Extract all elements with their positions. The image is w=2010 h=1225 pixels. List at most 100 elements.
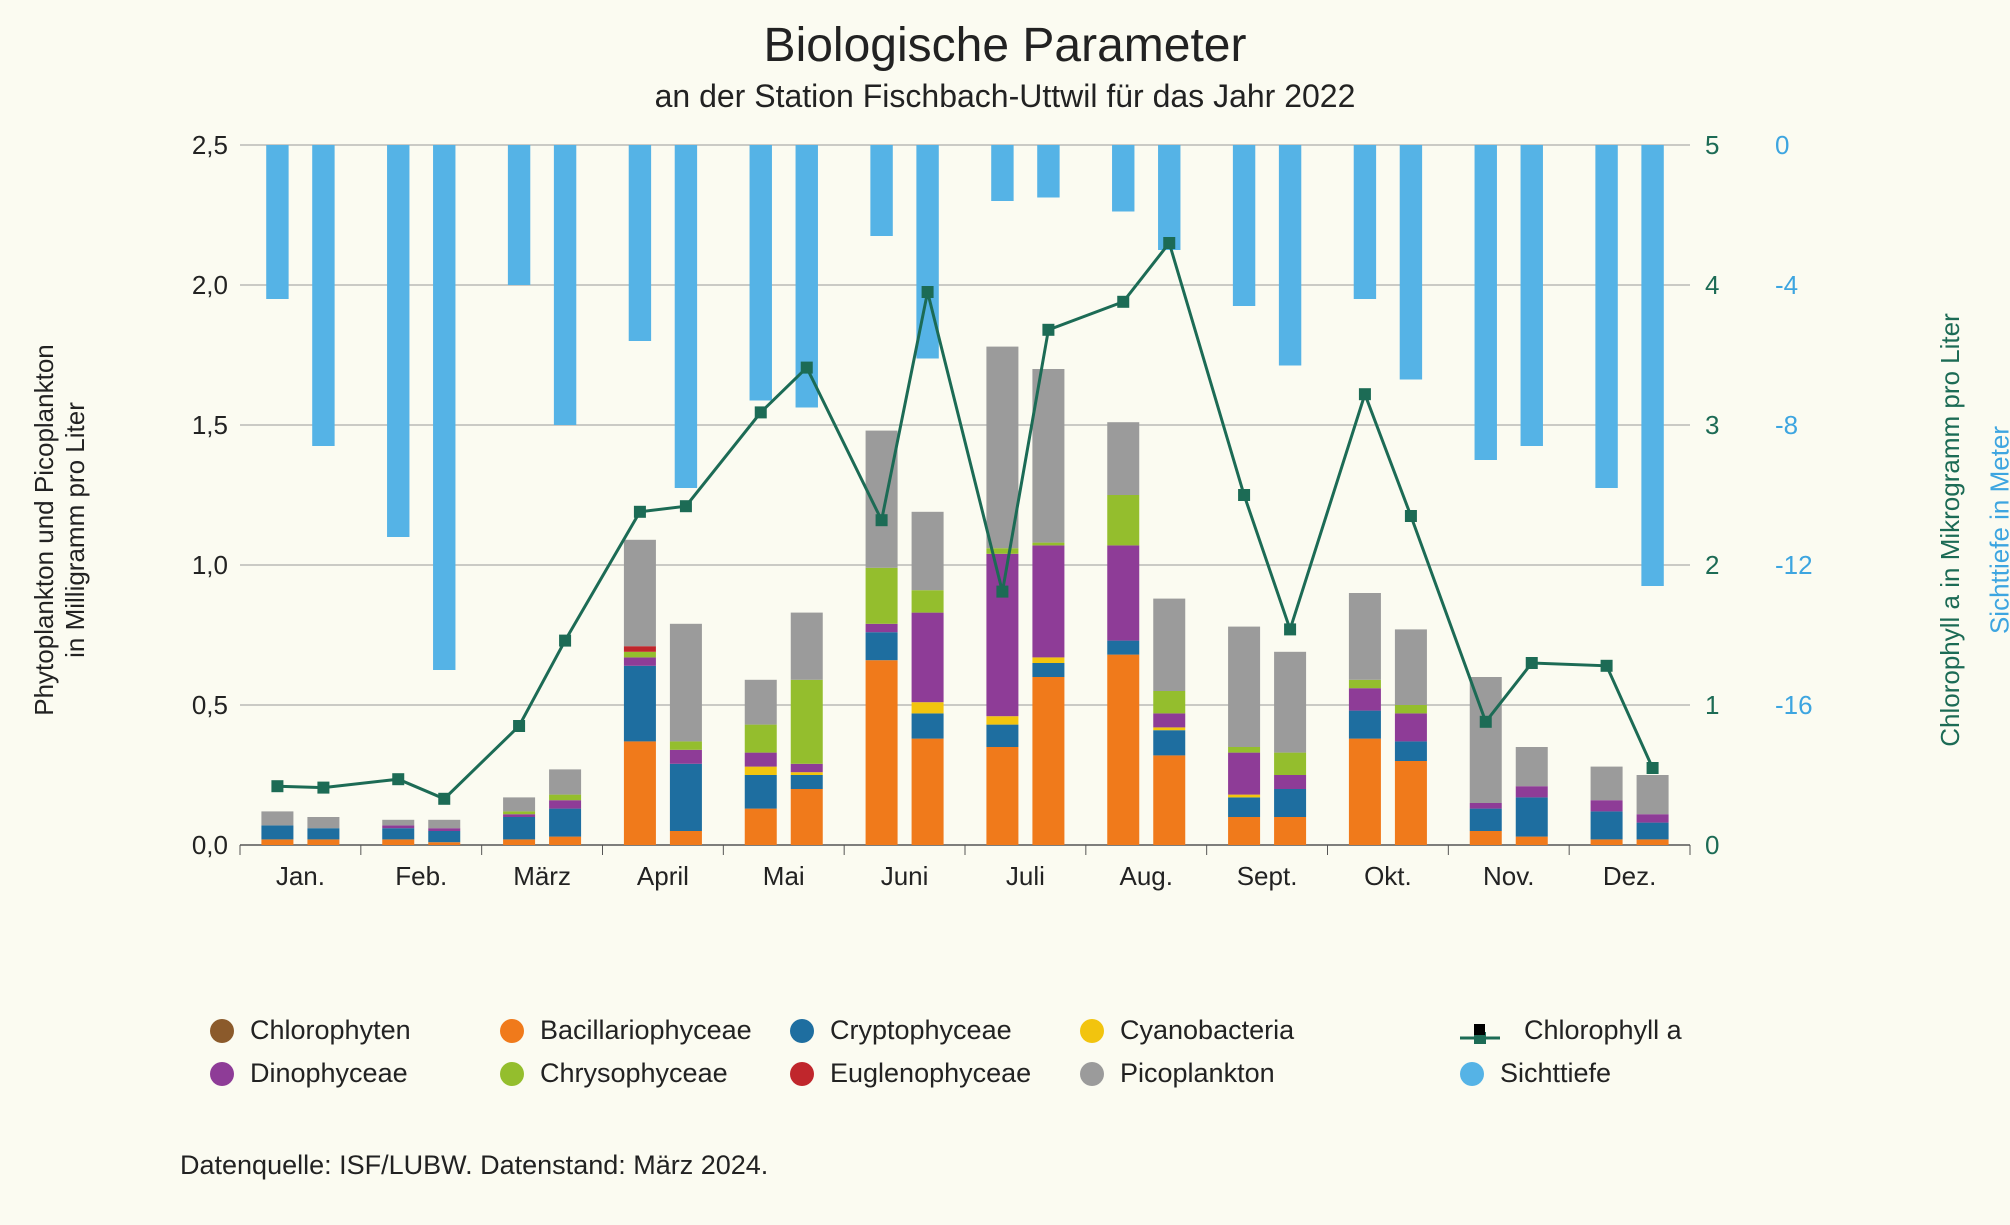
stacked-segment <box>503 839 535 845</box>
legend-label: Sichttiefe <box>1500 1058 1611 1089</box>
chart-svg: 0,00,51,01,52,02,5012345-16-12-8-40Jan.F… <box>180 145 1820 925</box>
stacked-segment <box>1516 786 1548 797</box>
stacked-segment <box>866 632 898 660</box>
xtick-label: März <box>513 861 571 891</box>
stacked-segment <box>912 713 944 738</box>
legend-item-chlorophyten: Chlorophyten <box>210 1015 500 1046</box>
legend-swatch <box>500 1019 524 1043</box>
stacked-segment <box>791 680 823 764</box>
stacked-segment <box>503 814 535 817</box>
xtick-label: Dez. <box>1603 861 1656 891</box>
stacked-segment <box>549 769 581 794</box>
stacked-segment <box>261 811 293 825</box>
stacked-segment <box>912 590 944 612</box>
chart-area: 0,00,51,01,52,02,5012345-16-12-8-40Jan.F… <box>180 145 1820 925</box>
stacked-segment <box>912 739 944 845</box>
stacked-segment <box>503 797 535 811</box>
legend-swatch <box>1080 1062 1104 1086</box>
stacked-segment <box>1228 817 1260 845</box>
stacked-segment <box>624 657 656 665</box>
stacked-segment <box>745 775 777 809</box>
stacked-segment <box>670 831 702 845</box>
legend-item-dinophyceae: Dinophyceae <box>210 1058 500 1089</box>
legend-item-euglenophyceae: Euglenophyceae <box>790 1058 1080 1089</box>
stacked-segment <box>912 512 944 590</box>
stacked-segment <box>1349 739 1381 845</box>
ytick-left-label: 0,0 <box>192 830 228 860</box>
stacked-segment <box>1032 545 1064 657</box>
stacked-segment <box>549 800 581 808</box>
stacked-segment <box>1274 652 1306 753</box>
stacked-segment <box>1637 775 1669 814</box>
stacked-segment <box>791 772 823 775</box>
stacked-segment <box>745 680 777 725</box>
chlorophyll-marker <box>876 514 888 526</box>
chlorophyll-marker <box>559 635 571 647</box>
chlorophyll-marker <box>1405 510 1417 522</box>
stacked-segment <box>428 842 460 845</box>
stacked-segment <box>1516 837 1548 845</box>
stacked-segment <box>307 839 339 845</box>
legend: ChlorophytenBacillariophyceaeCryptophyce… <box>210 1015 1850 1101</box>
xtick-label: Mai <box>763 861 805 891</box>
page: Biologische Parameter an der Station Fis… <box>0 0 2010 1225</box>
ytick-right1-label: 3 <box>1705 410 1719 440</box>
stacked-segment <box>1470 809 1502 831</box>
xtick-label: Juli <box>1006 861 1045 891</box>
stacked-segment <box>307 828 339 839</box>
stacked-segment <box>1349 711 1381 739</box>
sichttiefe-bar <box>387 145 409 537</box>
sichttiefe-bar <box>1475 145 1497 460</box>
sichttiefe-bar <box>1595 145 1617 488</box>
stacked-segment <box>1228 797 1260 817</box>
stacked-segment <box>624 652 656 658</box>
stacked-segment <box>986 747 1018 845</box>
stacked-segment <box>428 831 460 842</box>
legend-label: Cyanobacteria <box>1120 1015 1294 1046</box>
sichttiefe-bar <box>1233 145 1255 306</box>
stacked-segment <box>1153 691 1185 713</box>
chlorophyll-line <box>277 243 1652 799</box>
ytick-left-label: 1,0 <box>192 550 228 580</box>
chart-subtitle: an der Station Fischbach-Uttwil für das … <box>0 78 2010 115</box>
stacked-segment <box>549 795 581 801</box>
stacked-segment <box>1107 655 1139 845</box>
chlorophyll-marker <box>392 773 404 785</box>
stacked-segment <box>624 646 656 652</box>
stacked-segment <box>1516 797 1548 836</box>
legend-swatch <box>790 1062 814 1086</box>
stacked-segment <box>1032 657 1064 663</box>
stacked-segment <box>624 741 656 845</box>
ytick-left-label: 0,5 <box>192 690 228 720</box>
stacked-segment <box>1637 823 1669 840</box>
stacked-segment <box>1107 495 1139 545</box>
chlorophyll-marker <box>1526 657 1538 669</box>
stacked-segment <box>986 716 1018 724</box>
stacked-segment <box>866 568 898 624</box>
stacked-segment <box>866 624 898 632</box>
stacked-segment <box>1153 755 1185 845</box>
legend-row-1: ChlorophytenBacillariophyceaeCryptophyce… <box>210 1015 1850 1046</box>
chlorophyll-marker <box>634 506 646 518</box>
stacked-segment <box>1228 795 1260 798</box>
stacked-segment <box>1395 761 1427 845</box>
chlorophyll-marker <box>438 793 450 805</box>
stacked-segment <box>745 725 777 753</box>
stacked-segment <box>1470 831 1502 845</box>
stacked-segment <box>986 725 1018 747</box>
stacked-segment <box>745 753 777 767</box>
ytick-right2-label: 0 <box>1775 130 1789 160</box>
ytick-right1-label: 5 <box>1705 130 1719 160</box>
chlorophyll-marker <box>1117 296 1129 308</box>
stacked-segment <box>745 767 777 775</box>
sichttiefe-bar <box>1354 145 1376 299</box>
sichttiefe-bar <box>554 145 576 425</box>
legend-item-bacillariophyceae: Bacillariophyceae <box>500 1015 790 1046</box>
stacked-segment <box>670 750 702 764</box>
stacked-segment <box>1395 741 1427 761</box>
sichttiefe-bar <box>312 145 334 446</box>
stacked-segment <box>382 820 414 826</box>
stacked-segment <box>791 613 823 680</box>
stacked-segment <box>1349 593 1381 680</box>
legend-item-cyanobacteria: Cyanobacteria <box>1080 1015 1370 1046</box>
